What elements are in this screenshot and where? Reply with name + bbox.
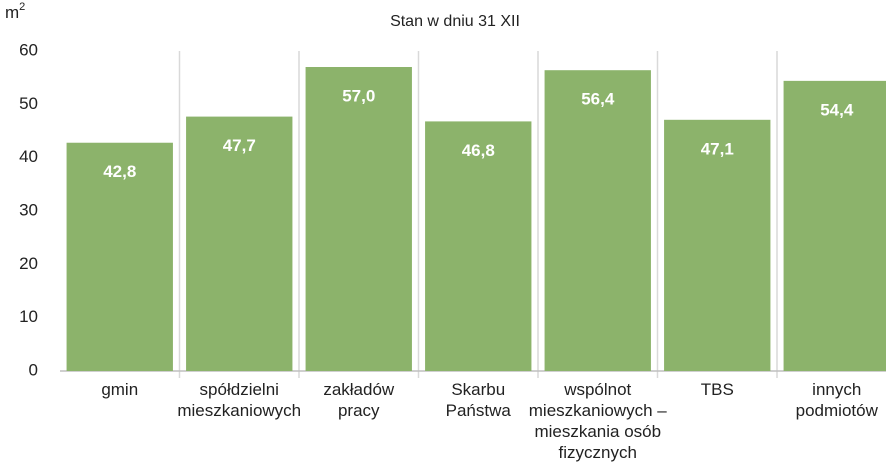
x-tick-label-line: mieszkaniowych: [177, 401, 301, 420]
value-label: 54,4: [820, 100, 854, 119]
bar: [664, 119, 771, 371]
x-tick-label-line: zakładów: [323, 380, 395, 399]
x-tick-label-line: TBS: [701, 380, 734, 399]
value-label: 46,8: [462, 141, 495, 160]
x-tick-label-line: Państwa: [446, 401, 512, 420]
x-tick-label-line: podmiotów: [796, 401, 879, 420]
x-tick-label: Skarbu Państwa: [446, 380, 512, 420]
y-tick-label: 60: [19, 40, 38, 59]
x-tick-label: innych podmiotów: [796, 380, 879, 420]
bar: [186, 116, 293, 371]
y-tick-label: 10: [19, 307, 38, 326]
x-tick-label: zakładów pracy: [323, 380, 395, 420]
x-tick-label-line: pracy: [338, 401, 380, 420]
y-axis-unit: m2: [5, 1, 25, 23]
value-label: 57,0: [342, 86, 375, 105]
x-tick-label-line: mieszkaniowych –: [529, 401, 667, 420]
x-tick-label-line: gmin: [101, 380, 138, 399]
bar: [544, 70, 651, 371]
x-tick-label: wspólnot mieszkaniowych – mieszkania osób f…: [529, 380, 667, 462]
y-tick-label: 0: [29, 360, 38, 379]
y-tick-label: 20: [19, 254, 38, 273]
x-tick-label-line: mieszkania osób: [534, 422, 661, 441]
x-tick-label-line: innych: [812, 380, 861, 399]
value-label: 47,7: [223, 136, 256, 155]
bar: [783, 80, 886, 371]
x-tick-label-line: Skarbu: [451, 380, 505, 399]
y-unit-sup: 2: [19, 1, 25, 13]
y-tick-label: 50: [19, 94, 38, 113]
chart-subtitle: Stan w dniu 31 XII: [390, 13, 520, 30]
bar: [305, 67, 412, 371]
x-tick-label-line: wspólnot: [563, 380, 631, 399]
value-label: 47,1: [701, 139, 734, 158]
value-label: 42,8: [103, 162, 136, 181]
bar: [425, 121, 532, 372]
x-tick-label: spółdzielni mieszkaniowych: [177, 380, 301, 420]
x-tick-label: gmin: [101, 380, 138, 399]
x-tick-label: TBS: [701, 380, 734, 399]
y-tick-label: 40: [19, 147, 38, 166]
x-tick-label-line: fizycznych: [559, 443, 637, 462]
x-tick-label-line: spółdzielni: [200, 380, 279, 399]
value-label: 56,4: [581, 90, 615, 109]
y-tick-label: 30: [19, 200, 38, 219]
bar: [66, 142, 173, 371]
y-unit: m: [5, 3, 19, 22]
